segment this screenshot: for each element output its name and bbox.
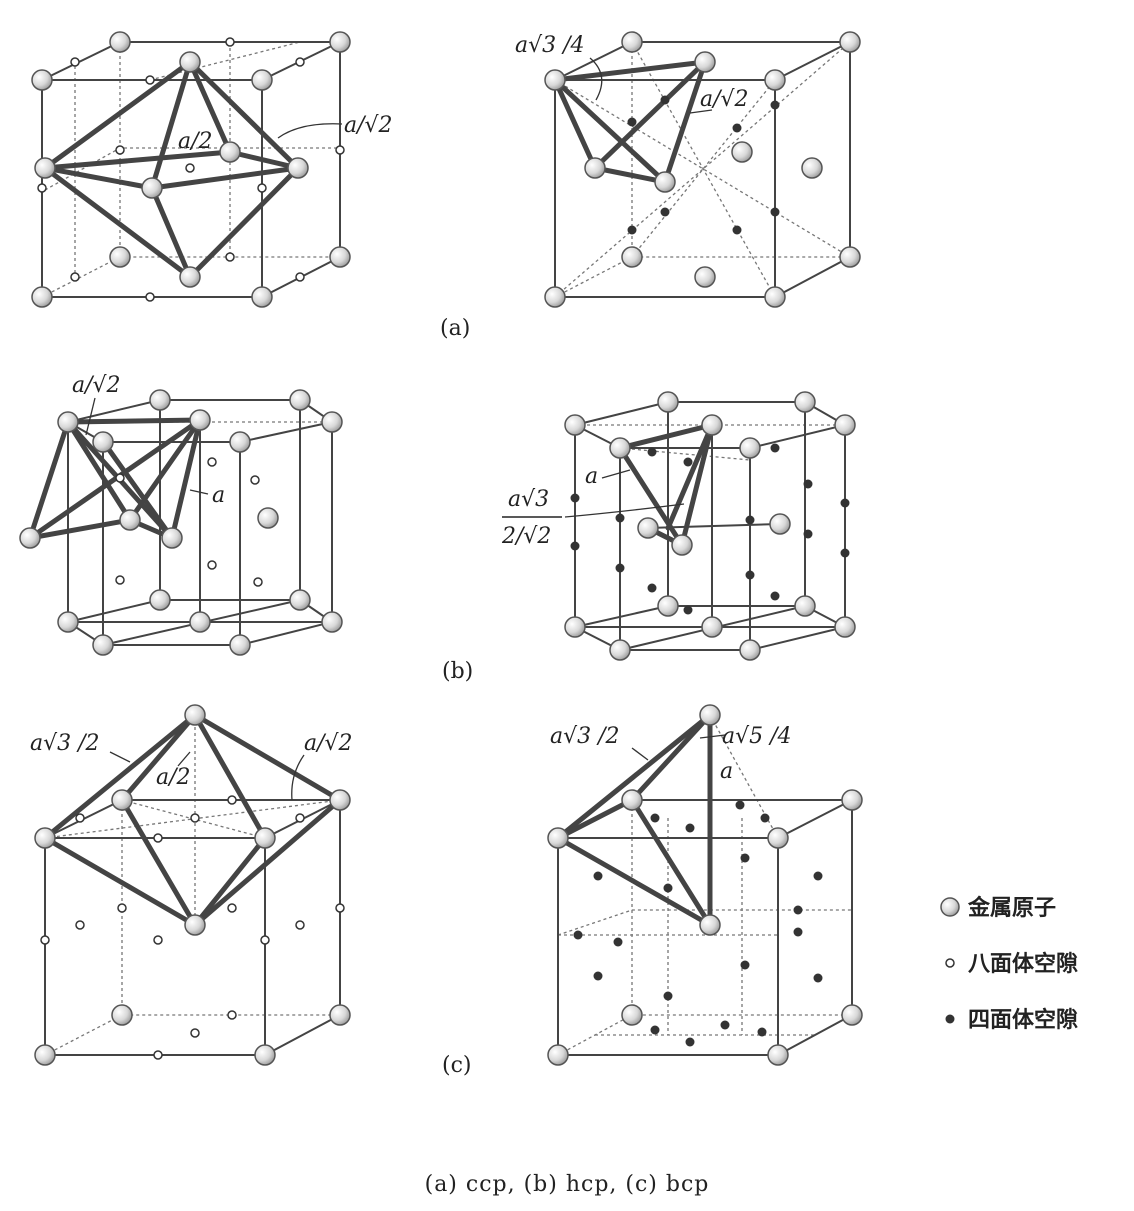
octahedron-edges bbox=[42, 712, 343, 928]
atoms bbox=[564, 391, 856, 661]
legend-octahedral-void: 八面体空隙 bbox=[968, 951, 1078, 977]
octahedral-voids bbox=[40, 795, 345, 1060]
legend-tetrahedral-void: 四面体空隙 bbox=[968, 1007, 1078, 1033]
hidden-edges bbox=[44, 715, 341, 1057]
label-numerator: a√3 bbox=[508, 487, 549, 512]
tetrahedral-voids bbox=[570, 443, 850, 615]
panel-c-letter: (c) bbox=[442, 1053, 472, 1078]
label-a-root3-over2-right: a√3 /2 bbox=[550, 724, 620, 749]
label-a-root5-over4: a√5 /4 bbox=[722, 724, 792, 749]
panel-b-letter: (b) bbox=[442, 659, 473, 684]
label-a-half: a/2 bbox=[178, 129, 213, 154]
label-a-root2: a/√2 bbox=[344, 113, 393, 138]
pointer-a-root2-hcp bbox=[85, 397, 96, 436]
atoms bbox=[34, 704, 351, 1066]
label-a-root2-bcp: a/√2 bbox=[304, 731, 353, 756]
atoms bbox=[19, 389, 343, 656]
label-a-root3-over2: a√3 /2 bbox=[30, 731, 100, 756]
label-a-root2-right: a/√2 bbox=[700, 87, 749, 112]
metal-atom-icon bbox=[940, 897, 960, 917]
label-a-hcp: a bbox=[212, 483, 225, 508]
pointer-fraction bbox=[564, 503, 685, 518]
octahedron-edges bbox=[42, 59, 301, 280]
panel-a-right-cell: a√3 /4 a/√2 bbox=[515, 31, 861, 308]
label-a-hcp-right: a bbox=[585, 464, 598, 489]
panel-b-left-cell: a/√2 a bbox=[19, 373, 343, 656]
legend: 金属原子 八面体空隙 四面体空隙 bbox=[940, 895, 1078, 1033]
tetrahedral-voids bbox=[573, 800, 823, 1047]
pointer-a-root3-over2-right bbox=[631, 747, 649, 761]
pointer-a-root2-right bbox=[689, 109, 713, 114]
pointer-a-half-bcp bbox=[177, 751, 191, 767]
figure-caption: (a) ccp, (b) hcp, (c) bcp bbox=[425, 1172, 710, 1197]
atoms bbox=[544, 31, 861, 308]
atoms bbox=[547, 704, 863, 1066]
panel-c-left-cell: a√3 /2 a/2 a/√2 bbox=[30, 704, 353, 1066]
label-denominator: 2/√2 bbox=[501, 524, 551, 549]
atoms bbox=[31, 31, 351, 308]
label-a-half-bcp: a/2 bbox=[156, 765, 191, 790]
label-a-root3-over4: a√3 /4 bbox=[515, 33, 585, 58]
label-a-bcp-right: a bbox=[720, 759, 733, 784]
pointer-a-hcp bbox=[189, 489, 209, 495]
pointer-a-root3-over4 bbox=[589, 57, 603, 101]
pointer-a-root3-over2 bbox=[109, 751, 131, 763]
octahedron-edges bbox=[27, 417, 203, 541]
panel-c-right-cell: a√3 /2 a√5 /4 a bbox=[547, 704, 863, 1066]
tetrahedron-edges bbox=[555, 712, 713, 928]
legend-metal-atom: 金属原子 bbox=[967, 895, 1056, 921]
tetrahedral-void-icon bbox=[945, 1014, 955, 1024]
pointer-a-hcp-right bbox=[601, 469, 631, 479]
tetrahedron-edges bbox=[552, 59, 708, 185]
pointer-a-root2 bbox=[277, 123, 343, 139]
hidden-edges bbox=[557, 714, 852, 1057]
panel-b-right-cell: a a√3 2/√2 bbox=[501, 391, 856, 661]
label-a-root2-hcp: a/√2 bbox=[72, 373, 121, 398]
panel-a-left-cell: a/2 a/√2 bbox=[31, 31, 393, 308]
pointer-a-root5-over4 bbox=[699, 734, 726, 739]
octahedral-voids bbox=[37, 37, 345, 302]
panel-a-letter: (a) bbox=[440, 316, 470, 341]
tetrahedral-voids bbox=[627, 95, 780, 235]
octahedral-voids bbox=[115, 457, 263, 587]
octahedral-void-icon bbox=[945, 958, 955, 968]
pointer-a-root2-bcp bbox=[291, 754, 305, 801]
